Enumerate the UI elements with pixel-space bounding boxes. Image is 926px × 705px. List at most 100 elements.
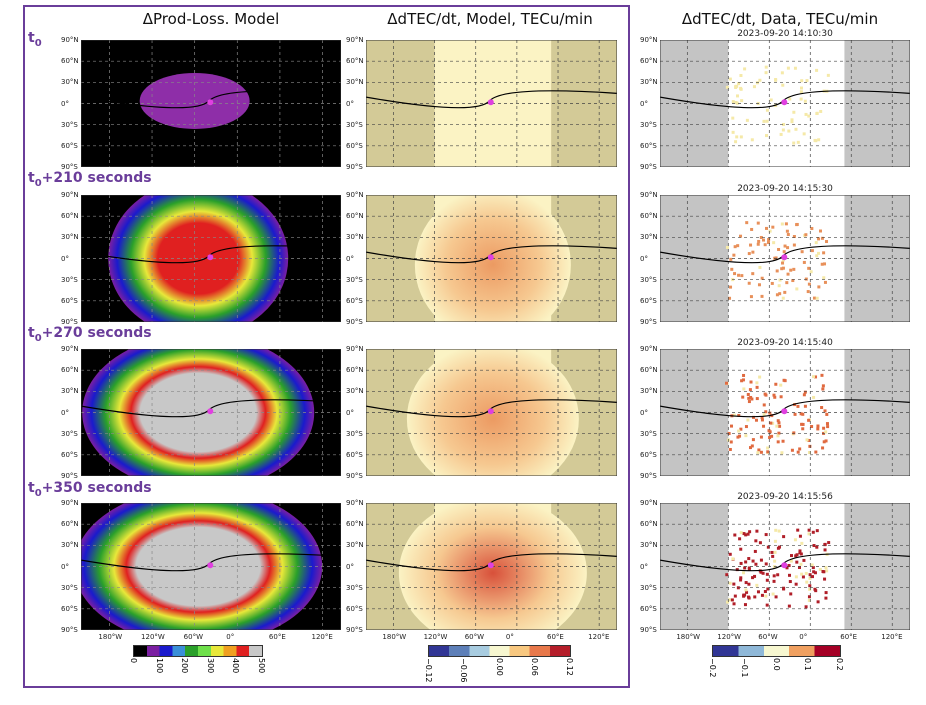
lat-tick-label: 0° bbox=[640, 408, 648, 417]
lat-tick-label: 30°S bbox=[61, 275, 78, 284]
colorbar-tick-label: 0 bbox=[129, 658, 138, 664]
observation-point bbox=[812, 570, 816, 574]
map-panel bbox=[81, 195, 341, 322]
observation-point bbox=[822, 440, 826, 444]
observation-point bbox=[800, 250, 804, 254]
lat-tick-label: 90°N bbox=[61, 499, 79, 507]
observation-point bbox=[755, 583, 759, 587]
observation-point bbox=[811, 375, 815, 379]
row-label: t0 bbox=[28, 30, 42, 49]
observation-point bbox=[733, 594, 737, 598]
observation-point bbox=[733, 245, 737, 249]
lat-tick-label: 60°N bbox=[346, 212, 364, 221]
observation-point bbox=[815, 529, 819, 533]
observation-point bbox=[757, 448, 761, 452]
observation-point bbox=[811, 575, 815, 579]
observation-point bbox=[800, 541, 804, 545]
map-panel bbox=[81, 349, 341, 476]
observation-point bbox=[744, 434, 748, 438]
observation-point bbox=[750, 397, 754, 401]
lat-tick-label: 30°S bbox=[640, 275, 657, 284]
observation-point bbox=[807, 418, 811, 422]
map-panel bbox=[81, 40, 341, 167]
lat-tick-label: 60°S bbox=[61, 450, 78, 459]
map-panel bbox=[366, 349, 617, 476]
observation-point bbox=[824, 430, 828, 434]
observation-point bbox=[753, 549, 757, 553]
observation-point bbox=[773, 559, 777, 563]
observation-point bbox=[731, 100, 735, 104]
night-region bbox=[660, 503, 729, 630]
observation-point bbox=[737, 413, 741, 417]
observation-point bbox=[820, 262, 824, 266]
observation-point bbox=[747, 281, 751, 285]
observation-point bbox=[747, 396, 751, 400]
observation-point bbox=[747, 252, 751, 256]
observation-point bbox=[814, 241, 818, 245]
observation-point bbox=[825, 422, 829, 426]
observation-point bbox=[792, 267, 796, 271]
observation-point bbox=[809, 270, 813, 274]
observation-point bbox=[751, 559, 755, 563]
observation-point bbox=[759, 235, 763, 239]
observation-point bbox=[824, 566, 828, 570]
observation-point bbox=[801, 427, 805, 431]
lat-tick-label: 60°S bbox=[346, 141, 363, 150]
observation-point bbox=[816, 600, 820, 604]
observation-point bbox=[739, 578, 743, 582]
eclipse-center-marker bbox=[207, 562, 214, 569]
colorbar-tick-label: 200 bbox=[180, 658, 190, 674]
observation-point bbox=[750, 444, 754, 448]
observation-point bbox=[773, 395, 777, 399]
observation-point bbox=[769, 98, 773, 102]
observation-point bbox=[796, 450, 800, 454]
observation-point bbox=[807, 451, 811, 455]
observation-point bbox=[740, 99, 744, 103]
title-prod-loss-model: ΔProd-Loss. Model bbox=[142, 10, 280, 28]
perturbation-region bbox=[108, 195, 289, 322]
observation-point bbox=[755, 385, 759, 389]
lat-tick-label: 90°N bbox=[640, 499, 658, 507]
observation-point bbox=[761, 238, 765, 242]
lat-tick-label: 30°S bbox=[640, 120, 657, 129]
eclipse-center-marker bbox=[781, 254, 788, 261]
observation-point bbox=[779, 132, 783, 136]
lon-tick-label: 180°W bbox=[382, 633, 407, 641]
observation-point bbox=[739, 576, 743, 580]
observation-point bbox=[758, 541, 762, 545]
observation-point bbox=[732, 413, 736, 417]
observation-point bbox=[774, 78, 778, 82]
lat-tick-label: 30°N bbox=[640, 541, 658, 550]
observation-point bbox=[753, 595, 757, 599]
observation-point bbox=[741, 395, 745, 399]
observation-point bbox=[734, 140, 738, 144]
observation-point bbox=[760, 593, 764, 597]
observation-point bbox=[808, 576, 812, 580]
observation-point bbox=[765, 226, 769, 230]
observation-point bbox=[821, 384, 825, 388]
observation-point bbox=[768, 411, 772, 415]
observation-point bbox=[781, 439, 785, 443]
colorbar-tick-label: 0.2 bbox=[835, 658, 844, 671]
observation-point bbox=[728, 296, 732, 300]
observation-point bbox=[740, 274, 744, 278]
observation-point bbox=[820, 236, 824, 240]
observation-point bbox=[789, 592, 793, 596]
observation-point bbox=[814, 450, 818, 454]
observation-point bbox=[729, 285, 733, 289]
colorbar-tick-label: −0.12 bbox=[424, 658, 433, 683]
observation-point bbox=[770, 550, 774, 554]
observation-point bbox=[819, 109, 823, 113]
observation-point bbox=[778, 278, 782, 282]
observation-point bbox=[789, 268, 793, 272]
observation-point bbox=[788, 580, 792, 584]
observation-point bbox=[739, 547, 743, 551]
lat-tick-label: 60°S bbox=[61, 604, 78, 613]
colorbar-tick-label: −0.06 bbox=[459, 658, 469, 683]
lat-tick-label: 0° bbox=[61, 254, 69, 263]
lon-tick-label: 120°W bbox=[423, 633, 448, 641]
observation-point bbox=[807, 114, 811, 118]
observation-point bbox=[772, 574, 776, 578]
observation-point bbox=[764, 594, 768, 598]
colorbar bbox=[133, 645, 263, 657]
